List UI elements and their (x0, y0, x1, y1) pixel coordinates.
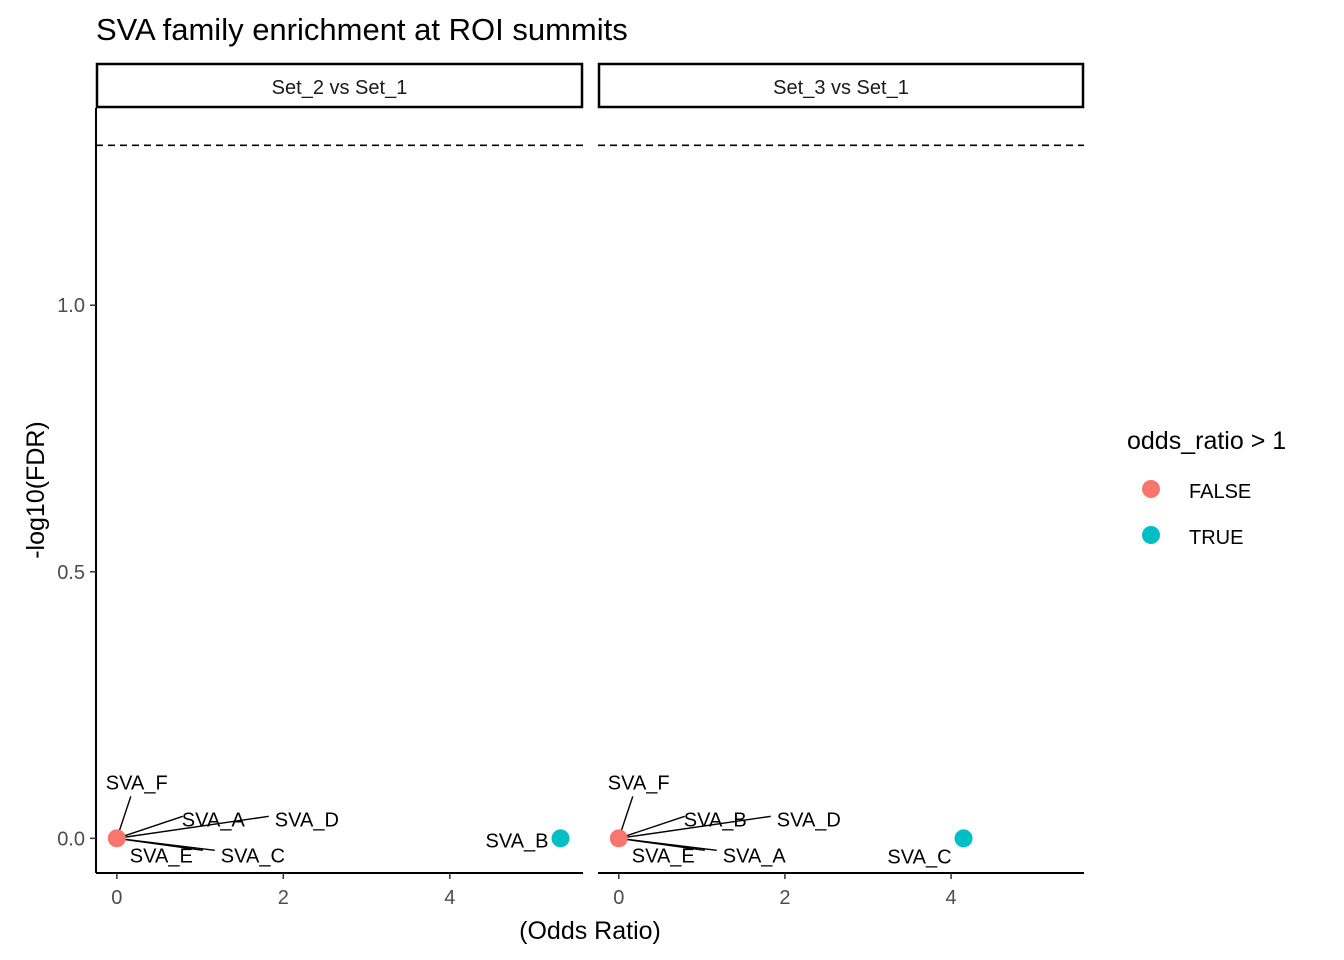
point-label-sva-c: SVA_C (221, 845, 285, 867)
label-leader-line (618, 815, 685, 840)
label-leader-line (116, 815, 269, 840)
label-leader-line (116, 837, 215, 852)
data-point-true (954, 829, 973, 848)
data-point-false (107, 829, 126, 848)
facet-panel-set2: Set_2 vs Set_1 0.0 0.5 1.0 0 2 4 SVA_F SVA_A SVA_… (57, 62, 584, 909)
x-tick-label: 0 (111, 887, 122, 909)
y-tick-label: 1.0 (57, 295, 85, 317)
facet-strip-label: Set_2 vs Set_1 (272, 77, 408, 99)
y-axis-title: -log10(FDR) (22, 421, 50, 559)
legend-label-false: FALSE (1189, 481, 1251, 503)
y-tick-label: 0.0 (57, 828, 85, 850)
facet-strip-box (597, 62, 1085, 109)
point-label-sva-f: SVA_F (608, 772, 670, 794)
point-label-sva-a: SVA_A (182, 809, 246, 831)
label-leader-line (116, 815, 184, 840)
label-leader-line (618, 815, 771, 840)
legend-key-true (1142, 526, 1160, 544)
point-label-sva-b: SVA_B (486, 830, 549, 852)
legend: odds_ratio > 1 FALSE TRUE (1127, 427, 1286, 549)
data-point-false (609, 829, 628, 848)
label-leader-line (618, 837, 717, 852)
y-tick-label: 0.5 (57, 562, 85, 584)
chart-title: SVA family enrichment at ROI summits (96, 12, 628, 47)
x-axis-title: (Odds Ratio) (519, 917, 661, 945)
legend-label-true: TRUE (1189, 527, 1243, 549)
facet-panel-set3: Set_3 vs Set_1 0 2 4 SVA_F SVA_B SVA_D SVA_E SVA… (597, 62, 1085, 909)
point-label-sva-f: SVA_F (106, 772, 168, 794)
data-point-true (551, 829, 570, 848)
x-tick-label: 4 (444, 887, 455, 909)
legend-key-false (1142, 480, 1160, 498)
point-label-sva-b: SVA_B (684, 809, 747, 831)
x-tick-label: 0 (613, 887, 624, 909)
legend-title: odds_ratio > 1 (1127, 427, 1286, 455)
point-label-sva-d: SVA_D (275, 809, 339, 831)
point-label-sva-d: SVA_D (777, 809, 841, 831)
facet-strip-label: Set_3 vs Set_1 (773, 77, 909, 99)
facet-strip-box (95, 62, 584, 109)
point-label-sva-c: SVA_C (887, 846, 951, 868)
x-tick-label: 2 (278, 887, 289, 909)
point-label-sva-e: SVA_E (130, 845, 193, 867)
point-label-sva-e: SVA_E (632, 845, 695, 867)
x-tick-label: 4 (946, 887, 957, 909)
x-tick-label: 2 (779, 887, 790, 909)
point-label-sva-a: SVA_A (723, 845, 787, 867)
